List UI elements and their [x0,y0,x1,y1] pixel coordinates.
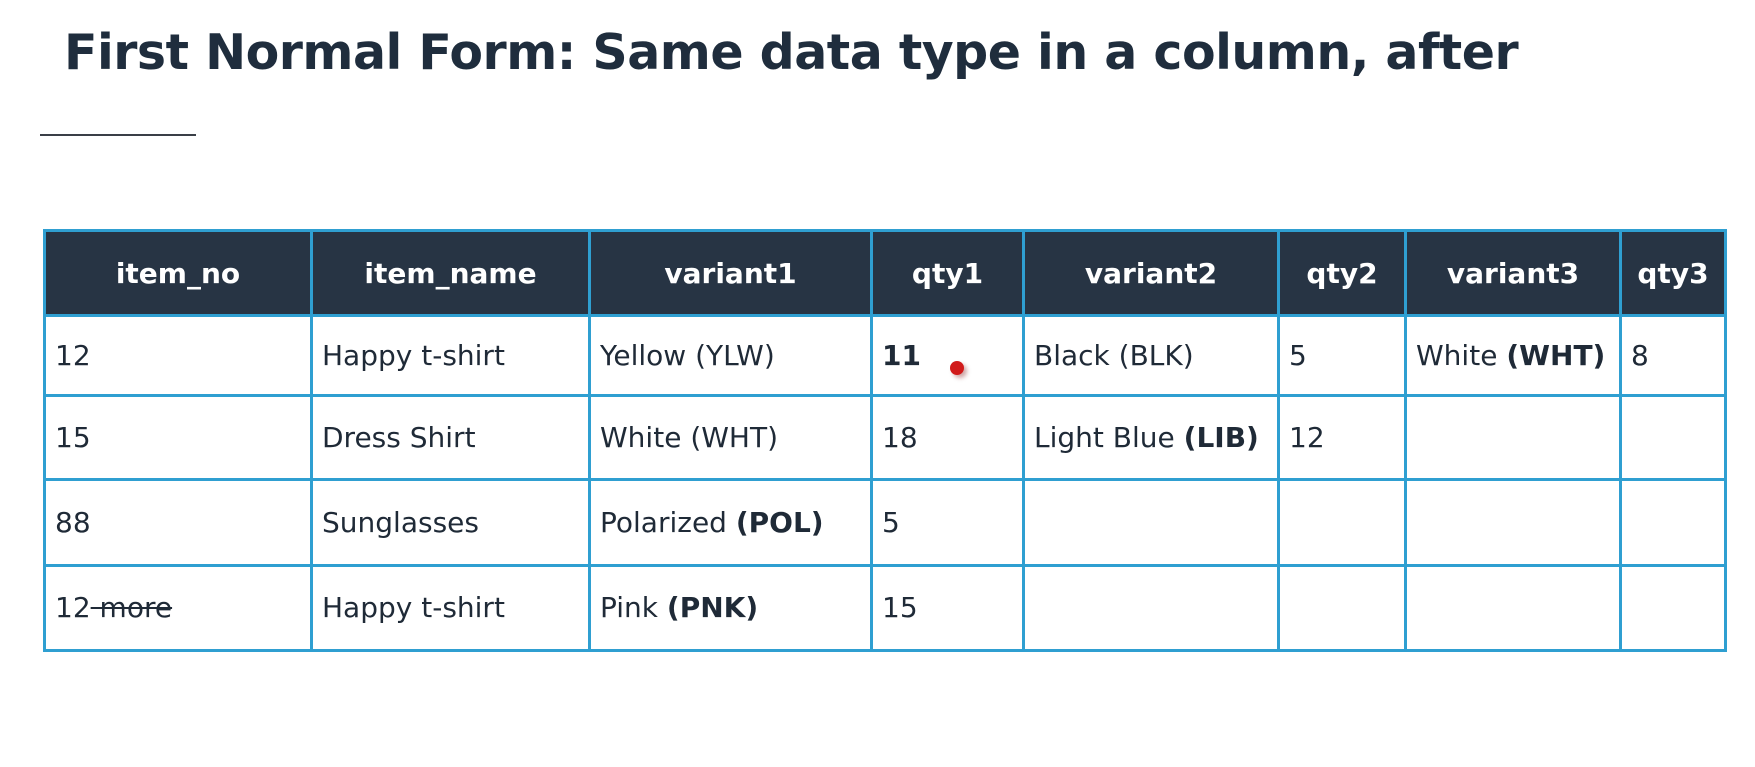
normalized-items-table: item_no item_name variant1 qty1 variant2… [43,229,1727,653]
variant-text: White [1416,339,1507,373]
cell-qty2 [1277,563,1407,653]
cell-variant1: Polarized (POL) [588,478,873,567]
table-row: 88 Sunglasses Polarized (POL) 5 [43,478,1727,567]
header-variant2: variant2 [1022,229,1280,317]
cell-variant2: Light Blue (LIB) [1022,394,1280,482]
cell-qty3: 8 [1619,313,1727,398]
cell-item-no: 88 [43,478,313,567]
header-item-name: item_name [310,229,591,317]
cell-qty1: 15 [870,563,1025,653]
variant-text: Polarized [600,506,736,540]
cell-qty3 [1619,394,1727,482]
variant-text: Pink [600,591,667,625]
cell-qty2 [1277,478,1407,567]
cell-item-no: 15 [43,394,313,482]
variant-code: (WHT) [1506,339,1606,373]
header-variant3: variant3 [1404,229,1622,317]
cell-variant2 [1022,563,1280,653]
table-row: 12 more Happy t-shirt Pink (PNK) 15 [43,563,1727,653]
header-qty1: qty1 [870,229,1025,317]
cell-qty3 [1619,478,1727,567]
cell-variant2: Black (BLK) [1022,313,1280,398]
variant-code: (PNK) [666,591,759,625]
table-header-row: item_no item_name variant1 qty1 variant2… [43,229,1727,317]
table-row: 15 Dress Shirt White (WHT) 18 Light Blue… [43,394,1727,482]
cell-variant2 [1022,478,1280,567]
cell-qty3 [1619,563,1727,653]
cell-qty2: 5 [1277,313,1407,398]
cell-variant1: White (WHT) [588,394,873,482]
cell-variant1: Yellow (YLW) [588,313,873,398]
header-qty2: qty2 [1277,229,1407,317]
cell-item-no: 12 more [43,563,313,653]
variant-text: Light Blue [1034,421,1184,455]
header-qty3: qty3 [1619,229,1727,317]
cell-qty1: 5 [870,478,1025,567]
cell-qty2: 12 [1277,394,1407,482]
cell-item-name: Happy t-shirt [310,563,591,653]
laser-pointer-dot [950,361,964,375]
header-variant1: variant1 [588,229,873,317]
variant-code: (POL) [735,506,824,540]
variant-text: Yellow (YLW) [600,339,775,373]
slide-title: First Normal Form: Same data type in a c… [64,24,1519,81]
cell-qty1: 18 [870,394,1025,482]
header-item-no: item_no [43,229,313,317]
cell-variant3: White (WHT) [1404,313,1622,398]
cell-variant3 [1404,563,1622,653]
variant-text: Black (BLK) [1034,339,1194,373]
cell-variant1: Pink (PNK) [588,563,873,653]
variant-text: White (WHT) [600,421,779,455]
cell-qty1: 11 [870,313,1025,398]
variant-code: (LIB) [1183,421,1259,455]
struck-text: more [90,591,173,625]
cell-item-name: Sunglasses [310,478,591,567]
item-no-text: 12 [55,591,91,625]
cell-variant3 [1404,394,1622,482]
cell-item-name: Dress Shirt [310,394,591,482]
cell-item-name: Happy t-shirt [310,313,591,398]
cell-item-no: 12 [43,313,313,398]
title-underline [40,134,196,136]
cell-variant3 [1404,478,1622,567]
table-row: 12 Happy t-shirt Yellow (YLW) 11 Black (… [43,313,1727,398]
